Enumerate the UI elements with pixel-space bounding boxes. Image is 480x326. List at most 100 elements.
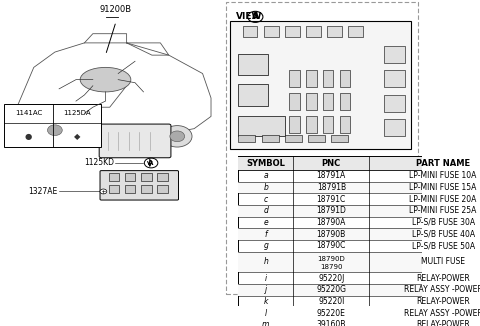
Bar [239, 135, 255, 142]
Bar [289, 94, 300, 110]
Text: i: i [265, 274, 267, 283]
Bar [285, 26, 300, 37]
Text: RELAY ASSY -POWER: RELAY ASSY -POWER [404, 309, 480, 318]
Text: b: b [264, 183, 268, 192]
Text: RELAY-POWER: RELAY-POWER [416, 274, 470, 283]
Text: LP-S/B FUSE 50A: LP-S/B FUSE 50A [411, 241, 475, 250]
Text: 95220G: 95220G [316, 286, 346, 294]
Text: e: e [264, 218, 268, 227]
Bar [306, 116, 316, 133]
Text: VIEW: VIEW [236, 12, 262, 21]
Bar [125, 185, 135, 193]
FancyBboxPatch shape [99, 124, 171, 158]
Bar [239, 228, 480, 240]
Text: l: l [265, 309, 267, 318]
Bar [125, 173, 135, 181]
Text: g: g [264, 241, 268, 250]
Bar [331, 135, 348, 142]
Bar [306, 70, 316, 87]
Bar [239, 116, 285, 136]
Circle shape [170, 131, 185, 142]
Text: m: m [262, 320, 270, 326]
Bar [157, 173, 168, 181]
Bar [157, 185, 168, 193]
Text: 1125DA: 1125DA [63, 110, 91, 116]
Bar [239, 251, 480, 273]
Text: 1327AE: 1327AE [28, 187, 57, 196]
Text: f: f [264, 230, 267, 239]
Text: SYMBOL: SYMBOL [246, 159, 285, 168]
Text: LP-S/B FUSE 30A: LP-S/B FUSE 30A [411, 218, 475, 227]
Bar [323, 94, 334, 110]
Text: 1141AC: 1141AC [15, 110, 42, 116]
Text: 18790: 18790 [320, 264, 343, 270]
Text: h: h [264, 258, 268, 266]
Text: A: A [252, 12, 259, 21]
Bar [239, 156, 480, 170]
FancyBboxPatch shape [100, 170, 179, 200]
Text: ●: ● [25, 132, 32, 141]
Text: RELAY-POWER: RELAY-POWER [416, 297, 470, 306]
Bar [384, 46, 405, 63]
Bar [239, 284, 480, 296]
Bar [323, 70, 334, 87]
Bar [289, 70, 300, 87]
Bar [4, 104, 101, 147]
Text: PART NAME: PART NAME [416, 159, 470, 168]
Text: 91200B: 91200B [100, 5, 132, 14]
Text: 95220J: 95220J [318, 274, 345, 283]
Bar [264, 26, 278, 37]
Bar [340, 116, 350, 133]
Bar [239, 205, 480, 216]
Text: k: k [264, 297, 268, 306]
Text: 18790A: 18790A [317, 218, 346, 227]
Bar [109, 173, 120, 181]
Text: 18790B: 18790B [317, 230, 346, 239]
Text: LP-S/B FUSE 40A: LP-S/B FUSE 40A [411, 230, 475, 239]
Bar [306, 26, 321, 37]
Text: 18791B: 18791B [317, 183, 346, 192]
Bar [384, 70, 405, 87]
Text: 95220I: 95220I [318, 297, 345, 306]
Bar [308, 135, 325, 142]
Bar [230, 22, 411, 149]
Bar [306, 94, 316, 110]
Text: a: a [264, 171, 268, 180]
Text: 18791A: 18791A [317, 171, 346, 180]
Bar [340, 94, 350, 110]
Bar [262, 135, 278, 142]
Text: LP-MINI FUSE 15A: LP-MINI FUSE 15A [409, 183, 477, 192]
Text: LP-MINI FUSE 20A: LP-MINI FUSE 20A [409, 195, 477, 204]
Text: A: A [148, 160, 154, 166]
Bar [243, 26, 257, 37]
Circle shape [40, 119, 70, 141]
Text: 18791C: 18791C [317, 195, 346, 204]
Text: 18790C: 18790C [317, 241, 346, 250]
Bar [384, 95, 405, 112]
Bar [226, 2, 418, 294]
Bar [285, 135, 302, 142]
Text: MULTI FUSE: MULTI FUSE [421, 258, 465, 266]
Bar [348, 26, 363, 37]
Circle shape [48, 125, 62, 136]
Text: c: c [264, 195, 268, 204]
Text: 18790D: 18790D [317, 256, 345, 262]
Bar [239, 84, 268, 106]
Bar [239, 182, 480, 193]
Bar [239, 53, 268, 75]
Text: 18791D: 18791D [316, 206, 346, 215]
Text: 39160B: 39160B [317, 320, 346, 326]
Circle shape [100, 189, 107, 194]
Bar [384, 119, 405, 136]
Bar [239, 307, 480, 319]
Text: PNC: PNC [322, 159, 341, 168]
Text: LP-MINI FUSE 25A: LP-MINI FUSE 25A [409, 206, 477, 215]
Bar [327, 26, 342, 37]
Bar [340, 70, 350, 87]
Bar [239, 156, 480, 326]
Text: ◆: ◆ [74, 132, 80, 141]
Bar [141, 185, 152, 193]
Text: j: j [265, 286, 267, 294]
Bar [109, 185, 120, 193]
Bar [323, 116, 334, 133]
